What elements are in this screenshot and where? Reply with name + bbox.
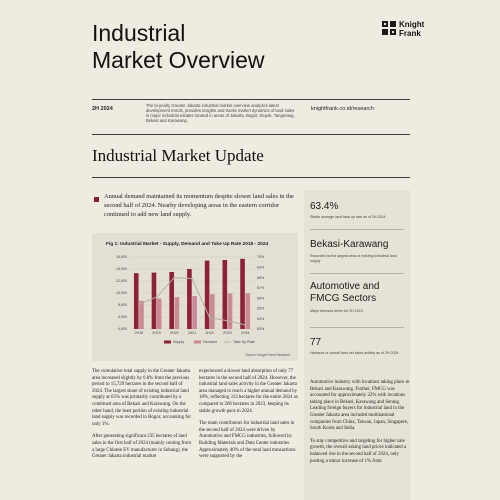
chart-svg: 4,000 6,000 8,000 10,000 12,000 14,000 16,000 6…	[116, 255, 265, 344]
section-title: Industrial Market Update	[92, 146, 264, 165]
body-column-3: Automotive industry with locations takin…	[310, 380, 410, 471]
chart-y2-tick-label: 64%	[257, 317, 265, 321]
chart-bar-demand	[156, 298, 162, 329]
chart-x-tick-label: 2H19	[152, 331, 161, 335]
report-date: 2H 2024	[92, 106, 113, 112]
stat-take-up-rate: 63.4% Stable average land take-up rate a…	[310, 201, 386, 220]
chart-y2-tick-label: 65%	[257, 307, 265, 311]
report-title-line2: Market Overview	[92, 47, 265, 73]
chart-y2-tick-label: 70%	[257, 255, 265, 259]
chart-bar-supply	[204, 260, 210, 329]
report-title-line1: Industrial	[92, 20, 186, 46]
knight-frank-logo: Knight Frank	[382, 20, 424, 38]
chart-y-tick-label: 14,000	[116, 267, 127, 271]
stat-largest-area: Bekasi-Karawang Recorded as the largest …	[310, 239, 404, 263]
chart-y2-tick-label: 63%	[257, 327, 265, 331]
chart-point-take-up-rate	[244, 323, 247, 326]
stat-value: 63.4%	[310, 201, 339, 212]
body-paragraph: To stay competitive and targeting for hi…	[310, 438, 407, 464]
lead-bullet-icon	[94, 197, 99, 202]
logo-text-line1: Knight	[399, 20, 425, 29]
body-column-1: The cumulative total supply in the Great…	[92, 369, 192, 467]
body-paragraph: The cumulative total supply in the Great…	[92, 369, 191, 427]
chart-bar-demand	[192, 296, 197, 329]
chart-y2-tick-label: 68%	[257, 276, 265, 280]
chart-y-tick-label: 8,000	[118, 303, 127, 307]
report-title: Industrial Market Overview	[92, 20, 265, 74]
chart-bar-demand	[227, 293, 233, 329]
chart-x-tick-label: 2H23	[223, 331, 232, 335]
section-top-divider	[92, 134, 410, 135]
chart-title: Fig 1: Industrial Market - Supply, Deman…	[106, 242, 269, 247]
chart-legend-label: Demand	[203, 340, 217, 344]
stat-caption: Stable average land take-up rate as of 2…	[310, 215, 386, 219]
chart-bar-demand	[245, 293, 251, 329]
chart-bar-demand	[174, 297, 180, 329]
chart-source: Source: Knight Frank Research	[245, 353, 290, 357]
chart-x-tick-label: 2H20	[170, 331, 179, 335]
chart-x-tick-label: 2H18	[135, 331, 144, 335]
chart-bar-supply	[187, 269, 192, 329]
chart-y-tick-label: 16,000	[116, 255, 127, 259]
chart-bar-supply	[240, 258, 245, 329]
chart-bar-demand	[210, 294, 215, 329]
stat-demand-driver: Automotive and FMCG Sectors Major demand…	[310, 281, 404, 314]
chart-x-tick-label: 2H22	[205, 331, 214, 335]
chart-legend-swatch	[164, 340, 171, 344]
chart-legend-swatch	[194, 340, 201, 344]
chart-bar-demand	[139, 300, 144, 329]
stat-divider	[310, 229, 404, 230]
section-bottom-divider	[92, 177, 410, 178]
body-paragraph: The main contributors for industrial lan…	[199, 421, 296, 460]
chart-bar-supply	[151, 272, 157, 329]
chart-bar-supply	[169, 272, 174, 329]
stat-value: Automotive and FMCG Sectors	[310, 281, 380, 304]
stat-divider	[310, 273, 404, 274]
body-column-2: experienced a slower land absorption of …	[199, 369, 299, 467]
chart-legend-label: Take Up Rate	[233, 340, 255, 344]
chart-y-tick-label: 4,000	[118, 327, 127, 331]
chart-point-take-up-rate	[208, 316, 211, 319]
chart-x-tick-label: 2H24	[241, 331, 250, 335]
chart-point-take-up-rate	[226, 319, 229, 322]
chart-y2-tick-label: 69%	[257, 265, 265, 269]
chart-point-take-up-rate	[191, 277, 193, 280]
report-intro: The bi-yearly Greater Jakarta industrial…	[146, 103, 295, 123]
body-paragraph: experienced a slower land absorption of …	[199, 369, 298, 414]
chart-point-take-up-rate	[137, 303, 140, 306]
chart-point-take-up-rate	[173, 276, 176, 279]
logo-text: Knight Frank	[399, 20, 424, 38]
lead-paragraph: Annual demand maintained its momentum de…	[104, 193, 294, 218]
chart-bar-supply	[133, 273, 139, 329]
chart-point-take-up-rate	[155, 296, 158, 299]
key-stats-sidebar	[304, 190, 410, 500]
stat-net-sales: 77 Hectares of overall land net sales ac…	[310, 337, 404, 356]
chart-y2-tick-label: 66%	[257, 296, 265, 300]
body-paragraph: After generating significant 235 hectare…	[92, 434, 192, 460]
logo-text-line2: Frank	[399, 29, 421, 38]
chart-bar-supply	[222, 260, 228, 329]
body-paragraph: Automotive industry with locations takin…	[310, 380, 410, 432]
header-divider	[92, 99, 410, 100]
stat-divider	[310, 327, 404, 328]
stat-value: Bekasi-Karawang	[310, 239, 389, 250]
logo-mark-icon	[382, 21, 396, 35]
stat-caption: Recorded as the largest area of existing…	[310, 254, 397, 263]
stat-value: 77	[310, 337, 322, 348]
stat-caption: Major demand driver for 2H 2024	[310, 309, 363, 313]
chart-y-tick-label: 12,000	[116, 279, 127, 283]
chart-y2-tick-label: 67%	[257, 286, 265, 290]
chart-y-tick-label: 10,000	[116, 291, 127, 295]
chart-y-tick-label: 6,000	[118, 315, 127, 319]
stat-caption: Hectares of overall land net sales activ…	[310, 351, 399, 355]
chart-legend-label: Supply	[173, 340, 184, 344]
chart-figure: Fig 1: Industrial Market - Supply, Deman…	[92, 233, 298, 361]
website-link[interactable]: knightfrank.co.id/research	[311, 106, 374, 112]
chart-x-tick-label: 2H21	[188, 331, 197, 335]
